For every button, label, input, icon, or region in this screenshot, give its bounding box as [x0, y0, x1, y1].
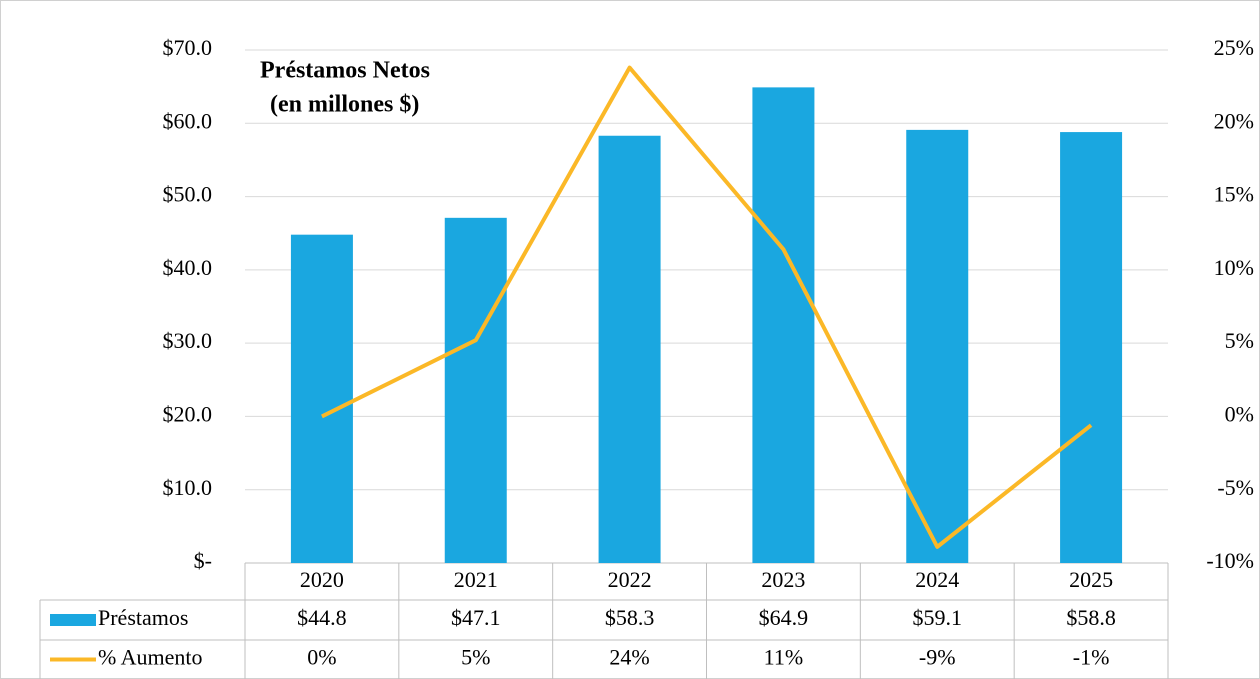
y-tick-label: $30.0	[163, 328, 213, 353]
table-value: 0%	[307, 645, 336, 670]
bar	[598, 135, 661, 563]
table-value: $58.8	[1066, 605, 1116, 630]
table-value: $44.8	[297, 605, 347, 630]
y2-tick-label: 25%	[1214, 35, 1254, 60]
y-tick-label: $50.0	[163, 182, 213, 207]
y2-tick-label: -10%	[1206, 548, 1254, 573]
y2-tick-label: 5%	[1225, 328, 1254, 353]
y-tick-label: $40.0	[163, 255, 213, 280]
table-value: $64.9	[759, 605, 809, 630]
x-tick-label: 2021	[454, 567, 498, 592]
chart-title: Préstamos Netos	[260, 58, 430, 84]
y2-tick-label: -5%	[1217, 475, 1254, 500]
x-tick-label: 2025	[1069, 567, 1113, 592]
x-tick-label: 2022	[608, 567, 652, 592]
y2-tick-label: 0%	[1225, 401, 1254, 426]
y-tick-label: $10.0	[163, 475, 213, 500]
legend-swatch	[50, 614, 96, 626]
legend-label: Préstamos	[98, 605, 188, 630]
x-tick-label: 2020	[300, 567, 344, 592]
bar	[290, 234, 353, 563]
legend-label: % Aumento	[98, 645, 203, 670]
table-value: 5%	[461, 645, 490, 670]
table-value: 11%	[764, 645, 804, 670]
bar	[444, 217, 507, 563]
table-value: -9%	[919, 645, 956, 670]
y-tick-label: $20.0	[163, 401, 213, 426]
bar	[906, 129, 969, 564]
y-tick-label: $60.0	[163, 108, 213, 133]
bar	[1060, 132, 1123, 563]
y-tick-label: $-	[194, 548, 212, 573]
table-value: $47.1	[451, 605, 501, 630]
table-value: -1%	[1073, 645, 1110, 670]
x-tick-label: 2024	[915, 567, 959, 592]
table-value: $59.1	[913, 605, 963, 630]
bar	[752, 87, 815, 563]
chart-subtitle: (en millones $)	[270, 92, 419, 118]
line	[321, 65, 1093, 549]
y2-tick-label: 15%	[1214, 182, 1254, 207]
table-value: $58.3	[605, 605, 655, 630]
y-tick-label: $70.0	[163, 35, 213, 60]
x-tick-label: 2023	[761, 567, 805, 592]
y2-tick-label: 10%	[1214, 255, 1254, 280]
table-value: 24%	[609, 645, 649, 670]
y2-tick-label: 20%	[1214, 108, 1254, 133]
